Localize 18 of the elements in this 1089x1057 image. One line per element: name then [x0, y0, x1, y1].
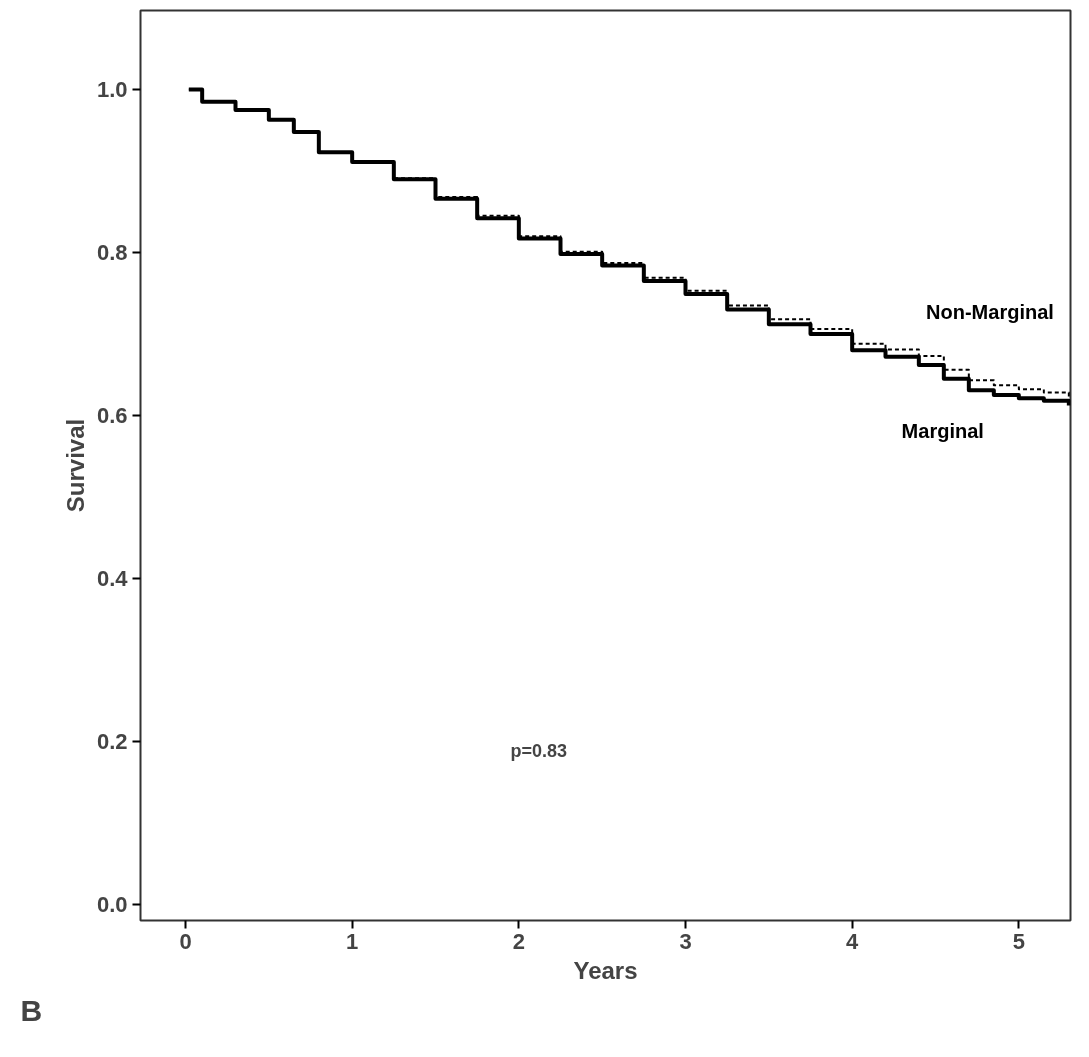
- x-axis-title: Years: [573, 956, 638, 984]
- x-tick-label: 1: [346, 928, 359, 954]
- y-tick-label: 0.0: [96, 891, 128, 917]
- y-tick-label: 1.0: [96, 77, 128, 103]
- x-tick-label: 5: [1012, 928, 1025, 954]
- text: B: [20, 993, 43, 1027]
- x-tick-label: 0: [179, 928, 192, 954]
- y-axis-title: Survival: [61, 418, 89, 513]
- y-tick-label: 0.4: [96, 565, 129, 591]
- x-tick-label: 3: [679, 928, 692, 954]
- y-tick-label: 0.2: [96, 728, 128, 754]
- series-label: Marginal: [901, 419, 984, 442]
- x-tick-label: 2: [512, 928, 525, 954]
- series-label: Non-Marginal: [926, 301, 1054, 324]
- y-tick-label: 0.8: [96, 239, 128, 265]
- y-tick-label: 0.6: [96, 402, 128, 428]
- annotation: p=0.83: [510, 740, 568, 761]
- x-tick-label: 4: [846, 928, 860, 954]
